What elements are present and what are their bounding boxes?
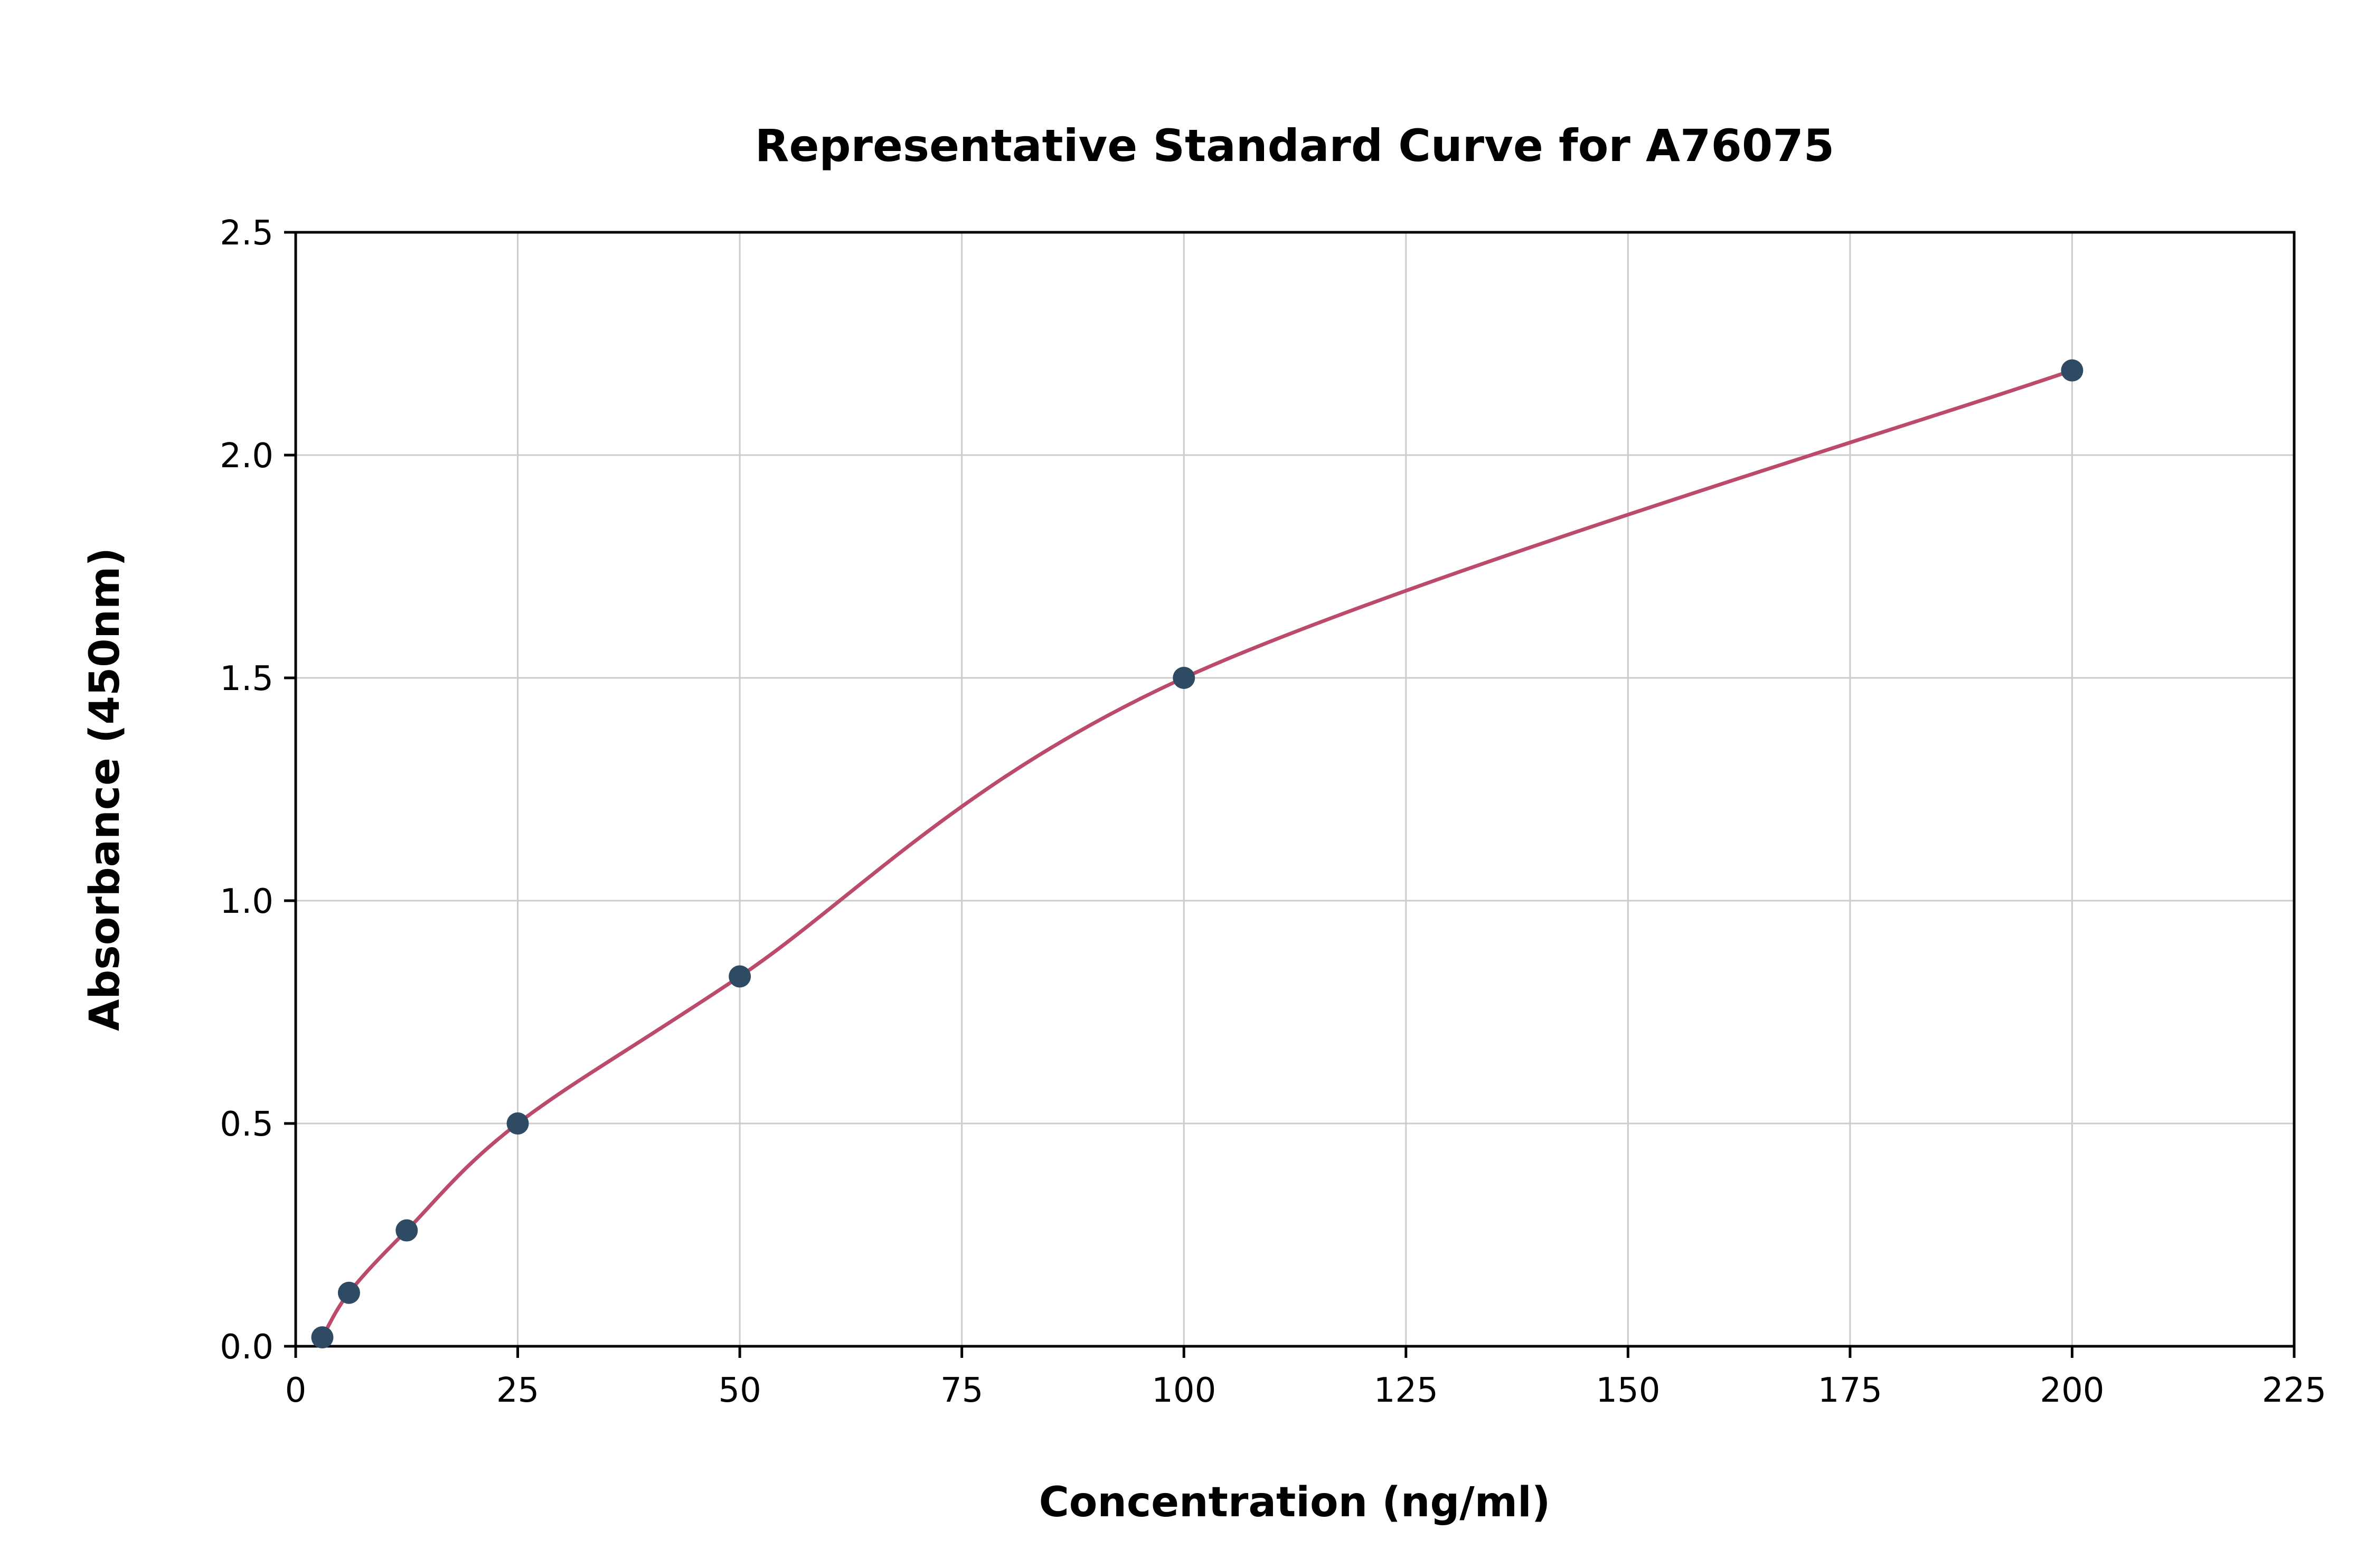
x-tick-label: 225: [2262, 1371, 2326, 1410]
plot-border: [294, 231, 2296, 1348]
x-tick-label: 50: [718, 1371, 761, 1410]
x-tick-label: 125: [1374, 1371, 1438, 1410]
data-layer: [311, 359, 2083, 1349]
data-point: [311, 1326, 334, 1349]
fit-curve: [320, 369, 2074, 1339]
y-tick-label: 2.0: [220, 437, 274, 476]
y-tick-label: 1.5: [220, 659, 274, 698]
data-point: [1173, 667, 1195, 689]
data-point: [337, 1281, 360, 1304]
y-tick-label: 0.0: [220, 1328, 274, 1367]
data-point: [729, 965, 751, 988]
y-tick-label: 2.5: [220, 214, 274, 253]
tick-layer: 0 25 50 75 100 125 150 175 200 225 0.0 0.5 1.0 1.5 2.0…: [220, 214, 2326, 1410]
x-tick-label: 25: [496, 1371, 539, 1410]
x-tick-label: 100: [1152, 1371, 1216, 1410]
x-tick-label: 200: [2040, 1371, 2104, 1410]
x-tick-label: 175: [1818, 1371, 1882, 1410]
chart-title: Representative Standard Curve for A76075: [755, 120, 1834, 172]
x-axis-label: Concentration (ng/ml): [1039, 1479, 1551, 1526]
data-point: [2061, 359, 2083, 382]
y-tick-label: 0.5: [220, 1105, 274, 1144]
data-point: [395, 1219, 418, 1242]
x-tick-label: 150: [1596, 1371, 1660, 1410]
y-axis-label: Absorbance (450nm): [81, 547, 129, 1031]
y-tick-label: 1.0: [220, 882, 274, 921]
x-tick-label: 0: [285, 1371, 307, 1410]
grid-layer: [295, 231, 2295, 1347]
plot-border-layer: [294, 231, 2296, 1348]
x-tick-label: 75: [940, 1371, 983, 1410]
data-point: [506, 1112, 529, 1135]
